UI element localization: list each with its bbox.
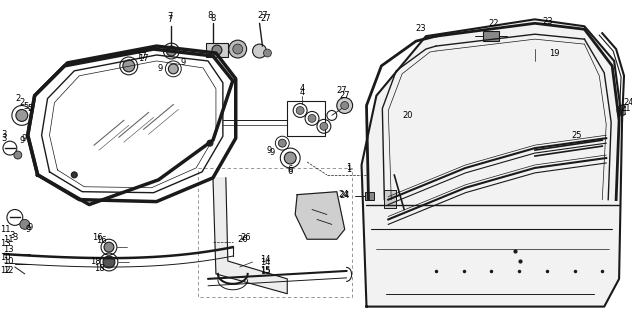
- Circle shape: [278, 139, 286, 147]
- Text: 9: 9: [270, 148, 275, 156]
- Text: 5: 5: [27, 104, 32, 113]
- Circle shape: [71, 172, 77, 178]
- Text: 20: 20: [403, 111, 413, 120]
- Circle shape: [20, 220, 30, 229]
- Circle shape: [207, 140, 213, 146]
- Text: 19: 19: [549, 49, 560, 58]
- Bar: [288, 100, 325, 136]
- Text: 16: 16: [95, 236, 106, 245]
- Text: 1: 1: [346, 165, 351, 174]
- Text: 9: 9: [158, 64, 163, 73]
- Circle shape: [103, 256, 115, 268]
- Text: 2: 2: [19, 98, 25, 107]
- Text: 9: 9: [21, 134, 27, 143]
- Text: 13: 13: [0, 239, 10, 248]
- Text: 9: 9: [19, 136, 25, 145]
- Text: 21: 21: [621, 104, 631, 113]
- Text: 11: 11: [3, 235, 13, 244]
- Text: 23: 23: [542, 17, 553, 26]
- Text: 3: 3: [1, 130, 7, 139]
- Text: 3: 3: [12, 233, 18, 242]
- Circle shape: [284, 152, 296, 164]
- Text: 9: 9: [181, 59, 186, 68]
- Text: 27: 27: [339, 91, 350, 100]
- Text: 6: 6: [288, 167, 293, 176]
- Text: 12: 12: [3, 267, 13, 276]
- Text: 10: 10: [0, 252, 10, 261]
- Circle shape: [212, 45, 222, 55]
- Text: 5: 5: [23, 102, 28, 111]
- Text: 9: 9: [25, 225, 30, 234]
- Text: 8: 8: [207, 11, 213, 20]
- Bar: [206, 43, 228, 57]
- Text: 6: 6: [288, 165, 293, 174]
- Text: 2: 2: [15, 94, 20, 103]
- Text: 10: 10: [3, 257, 13, 266]
- Text: 27: 27: [260, 14, 270, 23]
- Bar: [483, 31, 499, 41]
- Text: 4: 4: [300, 88, 305, 97]
- Bar: [198, 168, 351, 297]
- Circle shape: [16, 109, 28, 121]
- Text: 7: 7: [167, 15, 173, 24]
- Circle shape: [320, 122, 328, 130]
- Text: 24: 24: [339, 191, 350, 200]
- Text: 13: 13: [3, 245, 13, 254]
- Circle shape: [104, 242, 114, 252]
- Circle shape: [308, 115, 316, 122]
- Circle shape: [168, 64, 178, 74]
- Text: 18: 18: [90, 257, 100, 266]
- Circle shape: [229, 40, 246, 58]
- Text: 9: 9: [267, 146, 272, 155]
- Text: 7: 7: [167, 12, 173, 21]
- Text: 23: 23: [416, 24, 427, 33]
- Text: 24: 24: [339, 190, 349, 199]
- Text: 24: 24: [624, 98, 632, 107]
- Polygon shape: [362, 19, 622, 307]
- Text: 11: 11: [0, 225, 10, 234]
- Text: 27: 27: [257, 11, 268, 20]
- Text: 8: 8: [210, 14, 216, 23]
- Text: 1: 1: [346, 164, 351, 172]
- Text: 4: 4: [300, 84, 305, 93]
- Text: 17: 17: [138, 54, 149, 63]
- Bar: [365, 192, 374, 200]
- Circle shape: [337, 98, 353, 114]
- Text: 15: 15: [260, 267, 270, 276]
- Text: 9: 9: [27, 223, 32, 232]
- Polygon shape: [213, 178, 288, 294]
- Text: 14: 14: [260, 254, 270, 264]
- Circle shape: [341, 101, 349, 109]
- Text: 22: 22: [488, 19, 499, 28]
- Text: 26: 26: [238, 235, 248, 244]
- Circle shape: [166, 46, 176, 56]
- Text: 27: 27: [336, 86, 347, 95]
- Text: 17: 17: [137, 52, 147, 61]
- Text: 15: 15: [260, 268, 270, 276]
- Circle shape: [14, 151, 21, 159]
- Bar: [384, 190, 396, 208]
- Text: 26: 26: [240, 233, 251, 242]
- Circle shape: [233, 44, 243, 54]
- Circle shape: [296, 107, 304, 115]
- Circle shape: [264, 49, 271, 57]
- Text: 25: 25: [571, 131, 581, 140]
- Text: 12: 12: [0, 267, 10, 276]
- Text: 18: 18: [94, 264, 104, 274]
- Polygon shape: [295, 192, 344, 239]
- Text: 16: 16: [92, 233, 102, 242]
- Text: 3: 3: [1, 134, 7, 143]
- Text: 3: 3: [9, 231, 15, 240]
- Circle shape: [617, 106, 627, 116]
- Text: 14: 14: [260, 258, 270, 267]
- Circle shape: [253, 44, 267, 58]
- Circle shape: [123, 60, 135, 72]
